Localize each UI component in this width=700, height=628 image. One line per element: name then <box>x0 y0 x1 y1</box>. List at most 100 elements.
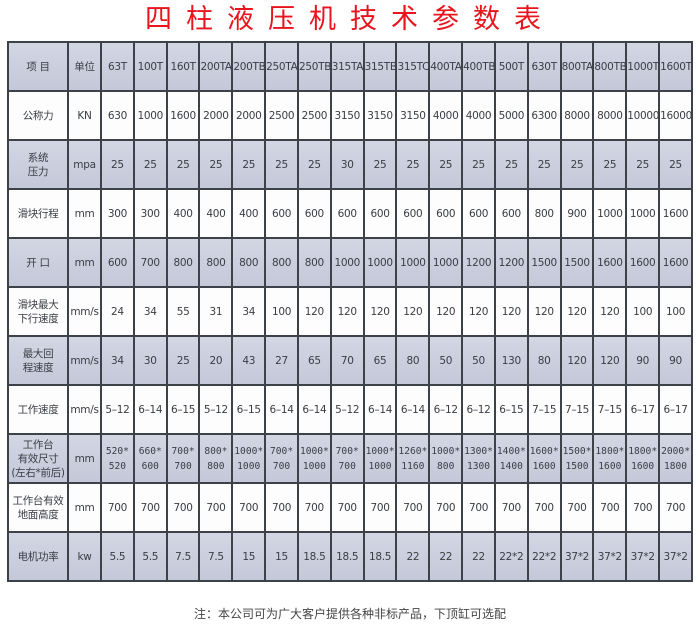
table-cell: 25 <box>559 139 595 190</box>
table-cell: 15 <box>264 531 299 582</box>
table-cell: 22 <box>461 531 496 582</box>
table-cell: 5–12 <box>329 384 365 435</box>
table-cell: 6–12 <box>461 384 496 435</box>
table-cell: 600 <box>461 188 496 239</box>
row-unit: kw <box>67 531 102 582</box>
model-header: 315TA <box>329 41 365 92</box>
table-cell: 1600*1600 <box>526 433 562 484</box>
row-label: 公称力 <box>7 90 69 141</box>
table-cell: 130 <box>493 335 529 386</box>
model-header: 315TC <box>395 41 431 92</box>
table-cell: 25 <box>264 139 299 190</box>
table-cell: 400 <box>198 188 234 239</box>
table-cell: 7–15 <box>592 384 628 435</box>
table-cell: 120 <box>362 286 398 337</box>
table-cell: 600 <box>493 188 529 239</box>
table-cell: 100 <box>658 286 693 337</box>
table-cell: 600 <box>428 188 464 239</box>
table-cell: 25 <box>165 335 201 386</box>
table-cell: 5.5 <box>100 531 135 582</box>
table-cell: 25 <box>100 139 135 190</box>
row-unit: mm <box>67 433 102 484</box>
model-header: 160T <box>165 41 201 92</box>
table-cell: 1000 <box>592 188 628 239</box>
table-size-value: 1500*1500 <box>562 445 592 472</box>
table-cell: 65 <box>362 335 398 386</box>
table-cell: 700 <box>493 482 529 533</box>
table-cell: 600 <box>329 188 365 239</box>
table-cell: 800 <box>165 237 201 288</box>
table-cell: 50 <box>461 335 496 386</box>
table-cell: 2500 <box>296 90 332 141</box>
table-size-value: 1000*1000 <box>234 445 264 472</box>
table-cell: 6–14 <box>132 384 168 435</box>
table-cell: 100 <box>625 286 661 337</box>
table-cell: 800 <box>264 237 299 288</box>
table-cell: 25 <box>198 139 234 190</box>
table-cell: 25 <box>461 139 496 190</box>
model-header: 400TB <box>461 41 496 92</box>
table-size-value: 1400*1400 <box>496 445 526 472</box>
table-cell: 31 <box>198 286 234 337</box>
table-cell: 700 <box>198 482 234 533</box>
row-label: 工作台 有效尺寸 (左右*前后) <box>7 433 69 484</box>
table-cell: 6–17 <box>658 384 693 435</box>
table-cell: 7.5 <box>165 531 201 582</box>
table-cell: 22*2 <box>526 531 562 582</box>
table-cell: 700 <box>395 482 431 533</box>
table-cell: 25 <box>395 139 431 190</box>
table-cell: 80 <box>395 335 431 386</box>
table-cell: 1000*800 <box>428 433 464 484</box>
table-cell: 18.5 <box>329 531 365 582</box>
table-size-value: 520*520 <box>105 445 129 472</box>
table-cell: 1200 <box>461 237 496 288</box>
table-size-value: 1000*800 <box>431 445 461 472</box>
header-item: 项 目 <box>7 41 69 92</box>
table-cell: 50 <box>428 335 464 386</box>
table-cell: 18.5 <box>296 531 332 582</box>
table-cell: 700 <box>165 482 201 533</box>
table-cell: 1000 <box>428 237 464 288</box>
table-cell: 90 <box>658 335 693 386</box>
table-cell: 120 <box>296 286 332 337</box>
table-cell: 55 <box>165 286 201 337</box>
table-size-value: 1800*1600 <box>628 445 658 472</box>
table-cell: 6–14 <box>296 384 332 435</box>
table-cell: 22 <box>428 531 464 582</box>
model-header: 315TB <box>362 41 398 92</box>
table-cell: 6–12 <box>428 384 464 435</box>
row-label: 滑块行程 <box>7 188 69 239</box>
table-cell: 700 <box>526 482 562 533</box>
table-cell: 800 <box>526 188 562 239</box>
table-cell: 2500 <box>264 90 299 141</box>
table-cell: 120 <box>592 335 628 386</box>
table-cell: 700 <box>231 482 267 533</box>
table-cell: 120 <box>592 286 628 337</box>
table-cell: 37*2 <box>559 531 595 582</box>
table-size-value: 1260*1160 <box>398 445 428 472</box>
table-cell: 1800*1600 <box>592 433 628 484</box>
table-row: 电机功率 kw 5.5 5.5 7.5 7.5 15 15 18.5 18.5 18.5 22 22 22… <box>7 531 693 582</box>
table-cell: 700 <box>625 482 661 533</box>
model-header: 100T <box>132 41 168 92</box>
table-cell: 30 <box>329 139 365 190</box>
row-label: 工作台有效 地面高度 <box>7 482 69 533</box>
table-cell: 800*800 <box>198 433 234 484</box>
table-cell: 37*2 <box>658 531 693 582</box>
table-row: 公称力 KN 630 1000 1600 2000 2000 2500 2500 3150 3150… <box>7 90 693 141</box>
table-cell: 5000 <box>493 90 529 141</box>
table-cell: 15 <box>231 531 267 582</box>
table-cell: 34 <box>100 335 135 386</box>
row-unit: mm <box>67 188 102 239</box>
row-unit: mpa <box>67 139 102 190</box>
table-cell: 70 <box>329 335 365 386</box>
row-unit: mm/s <box>67 384 102 435</box>
table-row: 工作台 有效尺寸 (左右*前后) mm 520*520 660*600 700*700 8… <box>7 433 693 484</box>
table-cell: 25 <box>526 139 562 190</box>
table-row: 工作速度 mm/s 5–12 6–14 6–15 5–12 6–15 6–14 6–14 5–12… <box>7 384 693 435</box>
table-cell: 1300*1300 <box>461 433 496 484</box>
table-cell: 90 <box>625 335 661 386</box>
table-cell: 400 <box>231 188 267 239</box>
model-header: 630T <box>526 41 562 92</box>
table-cell: 520*520 <box>100 433 135 484</box>
